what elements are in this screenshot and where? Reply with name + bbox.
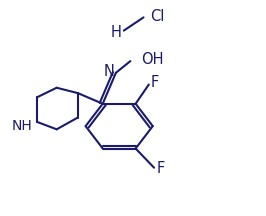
Text: F: F xyxy=(151,75,159,90)
Text: NH: NH xyxy=(12,119,33,133)
Text: Cl: Cl xyxy=(150,9,164,24)
Text: F: F xyxy=(156,161,164,176)
Text: H: H xyxy=(110,25,121,40)
Text: N: N xyxy=(104,64,115,79)
Text: OH: OH xyxy=(141,52,163,67)
